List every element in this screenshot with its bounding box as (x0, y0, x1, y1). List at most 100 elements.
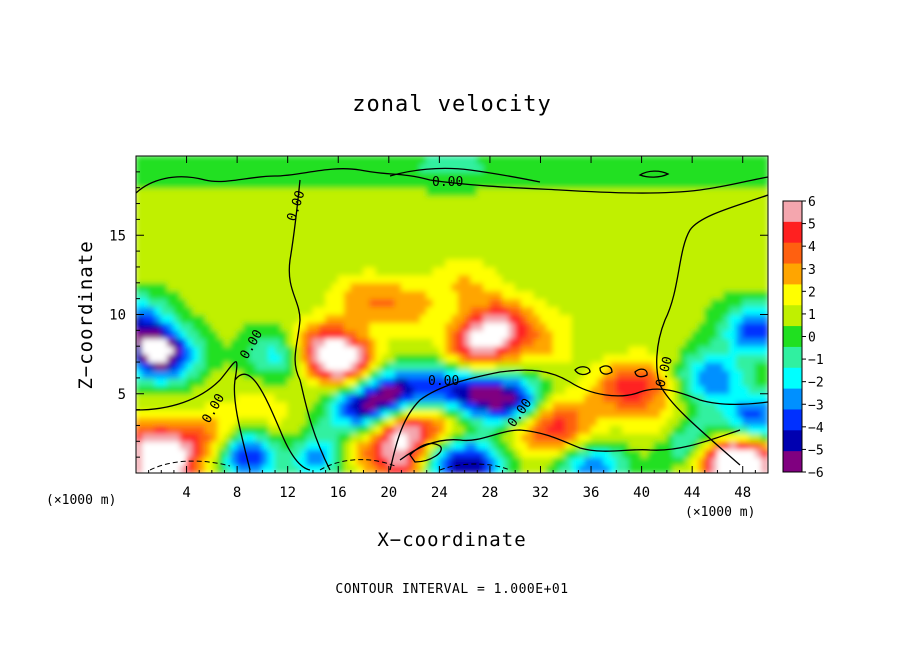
heat-cell (242, 361, 251, 371)
heat-cell (318, 385, 327, 395)
heat-cell (154, 456, 162, 466)
heat-cell (344, 298, 352, 308)
heat-cell (735, 163, 744, 173)
heat-cell (154, 448, 162, 458)
heat-cell (318, 171, 327, 181)
heat-cell (735, 156, 744, 165)
heat-cell (274, 203, 282, 212)
heat-cell (672, 163, 681, 173)
heat-cell (641, 314, 649, 323)
heat-cell (761, 369, 768, 379)
heat-cell (672, 210, 681, 220)
heat-cell (533, 393, 541, 403)
heat-cell (622, 171, 630, 181)
heat-cell (419, 258, 428, 268)
heat-cell (375, 258, 383, 268)
heat-cell (584, 424, 592, 434)
heat-cell (660, 179, 668, 189)
heat-cell (666, 393, 674, 403)
heat-cell (141, 321, 150, 331)
heat-cell (742, 385, 750, 395)
heat-cell (141, 234, 150, 244)
heat-cell (508, 432, 516, 442)
heat-cell (691, 456, 699, 466)
heat-cell (400, 369, 409, 379)
heat-cell (521, 401, 529, 411)
heat-cell (136, 218, 143, 228)
heat-cell (495, 424, 504, 434)
heat-cell (299, 329, 308, 339)
heat-cell (489, 218, 497, 228)
heat-cell (230, 171, 238, 181)
heat-cell (274, 282, 282, 292)
heat-cell (438, 179, 447, 189)
heat-cell (148, 258, 156, 268)
heat-cell (577, 464, 586, 473)
heat-cell (426, 187, 434, 197)
heat-cell (388, 203, 396, 212)
heat-cell (350, 156, 358, 165)
colorbar-tick-label: 1 (808, 308, 816, 323)
heat-cell (754, 369, 763, 379)
heat-cell (495, 337, 504, 347)
heat-cell (388, 361, 396, 371)
heat-cell (502, 369, 510, 379)
heat-cell (388, 321, 396, 331)
heat-cell (255, 242, 263, 252)
heat-cell (249, 171, 257, 181)
heat-cell (331, 171, 339, 181)
heat-cell (363, 424, 371, 434)
heat-cell (160, 329, 169, 339)
heat-cell (660, 195, 668, 205)
heat-cell (407, 306, 415, 315)
heat-cell (369, 226, 377, 236)
heat-cell (312, 226, 320, 236)
heat-cell (356, 250, 365, 260)
heat-cell (287, 171, 295, 181)
heat-cell (464, 353, 472, 363)
heat-cell (539, 456, 548, 466)
heat-cell (394, 274, 402, 284)
heat-cell (325, 361, 333, 371)
heat-cell (533, 266, 541, 276)
heat-cell (735, 361, 744, 371)
heat-cell (198, 290, 207, 300)
heat-cell (350, 409, 358, 419)
heat-cell (679, 163, 687, 173)
heat-cell (394, 401, 402, 411)
heat-cell (344, 156, 352, 165)
heat-cell (729, 337, 737, 347)
heat-cell (748, 337, 756, 347)
heat-cell (622, 369, 630, 379)
heat-cell (413, 464, 421, 473)
heat-cell (577, 203, 586, 212)
heat-cell (565, 210, 573, 220)
heat-cell (679, 258, 687, 268)
heat-cell (666, 226, 674, 236)
heat-cell (141, 417, 150, 426)
heat-cell (419, 448, 428, 458)
heat-cell (312, 456, 320, 466)
heat-cell (141, 163, 150, 173)
heat-cell (413, 353, 421, 363)
heat-cell (369, 234, 377, 244)
heat-cell (388, 179, 396, 189)
heat-cell (407, 226, 415, 236)
heat-cell (641, 321, 649, 331)
heat-cell (274, 337, 282, 347)
heat-cell (495, 282, 504, 292)
heat-cell (217, 424, 225, 434)
heat-cell (223, 156, 232, 165)
heat-cell (186, 266, 194, 276)
heat-cell (198, 345, 207, 355)
heat-cell (179, 234, 188, 244)
heat-cell (173, 298, 181, 308)
heat-cell (603, 329, 611, 339)
heat-cell (539, 337, 548, 347)
heat-cell (660, 282, 668, 292)
contour-line-upper-band (389, 167, 541, 183)
heat-cell (179, 282, 188, 292)
heat-cell (502, 393, 510, 403)
heat-cell (274, 210, 282, 220)
heat-cell (761, 171, 768, 181)
